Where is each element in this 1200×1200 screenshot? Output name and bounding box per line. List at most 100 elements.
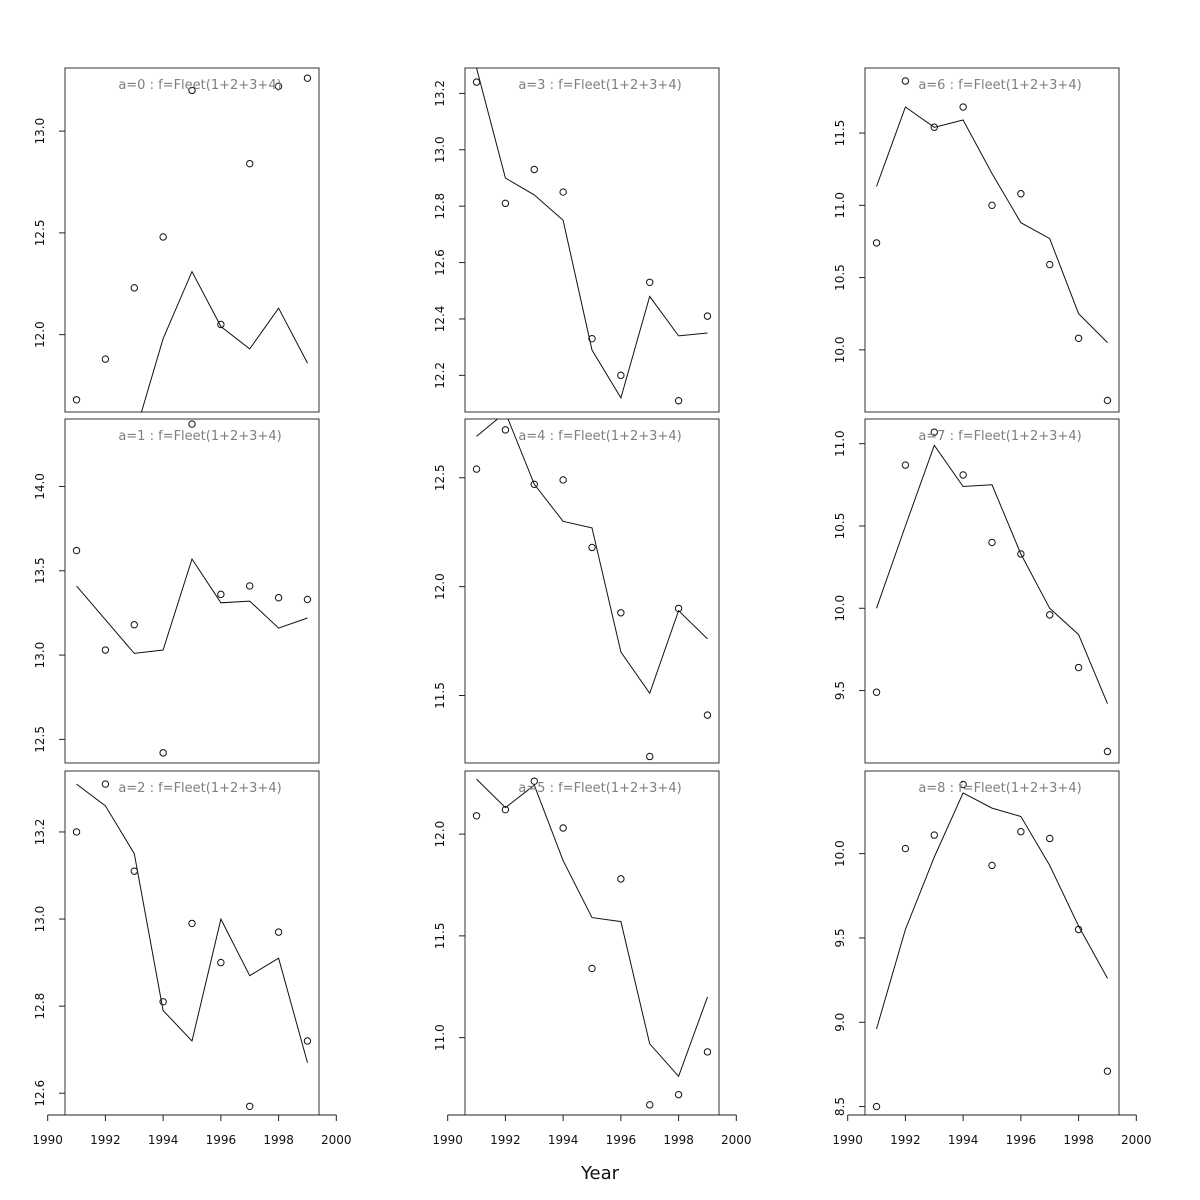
observed-point (703, 312, 712, 320)
y-tick-label: 12.5 (433, 464, 447, 491)
y-tick-label: 12.8 (433, 193, 447, 220)
fitted-line (476, 68, 708, 400)
observed-point (246, 582, 254, 590)
y-tick-label: 10.5 (833, 513, 847, 540)
panel-3: 12.2 12.4 12.6 12.8 13.0 13.2 a=3 : f=Fleet(1+… (433, 67, 720, 413)
panel-6: 10.0 10.5 11.0 11.5 a=6 : f=Fleet(1+2+3+4) (833, 67, 1120, 413)
y-tick-label: 11.0 (433, 1024, 447, 1051)
fitted-line (876, 106, 1108, 343)
observed-point (72, 828, 81, 836)
observed-point (130, 284, 138, 292)
x-tick-label: 1992 (490, 1133, 521, 1147)
observed-point (930, 123, 938, 131)
observed-point (274, 594, 283, 602)
y-tick-label: 9.0 (833, 1013, 847, 1032)
observed-point (472, 812, 481, 820)
y-tick-label: 9.5 (833, 928, 847, 947)
panel-plot-area (472, 419, 712, 761)
y-tick-label: 10.0 (833, 840, 847, 867)
observed-point (1103, 1067, 1112, 1075)
observed-point (559, 824, 567, 832)
observed-point (901, 844, 910, 853)
observed-point (988, 538, 996, 547)
observed-point (1017, 190, 1025, 198)
x-tick-label: 1994 (548, 1133, 579, 1147)
observed-point (159, 233, 167, 241)
panel-7: 9.5 10.0 10.5 11.0 a=7 : f=Fleet(1+2+3+4) (833, 418, 1120, 764)
panel-frame (864, 67, 1120, 413)
observed-point (1074, 334, 1083, 342)
observed-point (159, 998, 167, 1006)
observed-point (703, 711, 712, 719)
panel-plot-area (872, 77, 1112, 405)
fitted-line (76, 783, 308, 1063)
observed-point (217, 590, 225, 599)
y-tick-label: 12.0 (433, 573, 447, 600)
observed-point (588, 334, 596, 343)
observed-point (588, 543, 596, 552)
y-tick-label: 12.8 (33, 993, 47, 1020)
y-tick-label: 12.0 (33, 321, 47, 348)
observed-point (1103, 396, 1112, 405)
panel-plot-area (72, 780, 312, 1110)
x-tick-label: 1994 (948, 1133, 979, 1147)
x-tick-label: 2000 (321, 1133, 352, 1147)
panel-title: a=8 : f=Fleet(1+2+3+4) (918, 781, 1081, 796)
observed-point (674, 397, 683, 405)
panel-plot-area (472, 68, 712, 405)
observed-point (472, 465, 481, 473)
panel-8: 8.5 9.0 9.5 10.0 1990 1992 1994 1996 1998 2000 a=8… (832, 770, 1152, 1147)
observed-point (930, 831, 938, 839)
panel-4: 11.5 12.0 12.5 a=4 : f=Fleet(1+2+3+4) (433, 418, 720, 764)
observed-point (674, 1090, 683, 1099)
y-tick-label: 13.2 (433, 80, 447, 107)
panel-frame (64, 770, 320, 1116)
x-tick-label: 1996 (606, 1133, 637, 1147)
observed-point (1017, 550, 1025, 558)
panel-title: a=5 : f=Fleet(1+2+3+4) (518, 781, 681, 796)
observed-point (130, 621, 138, 629)
y-tick-label: 11.5 (433, 682, 447, 709)
panel-title: a=6 : f=Fleet(1+2+3+4) (918, 78, 1081, 93)
observed-point (1103, 747, 1112, 756)
observed-point (303, 1037, 312, 1045)
panel-title: a=1 : f=Fleet(1+2+3+4) (118, 429, 281, 444)
panel-frame (64, 67, 320, 413)
observed-point (901, 461, 910, 469)
y-tick-label: 13.2 (33, 819, 47, 846)
observed-point (246, 159, 254, 168)
observed-point (530, 777, 538, 785)
observed-point (872, 688, 881, 696)
observed-point (1046, 834, 1054, 843)
observed-point (646, 752, 654, 761)
panel-title: a=0 : f=Fleet(1+2+3+4) (118, 78, 281, 93)
y-tick-label: 8.5 (833, 1097, 847, 1116)
observed-point (217, 958, 225, 967)
observed-point (872, 1102, 881, 1111)
observed-point (101, 355, 110, 363)
observed-point (501, 199, 510, 208)
observed-point (530, 165, 538, 174)
y-tick-label: 13.0 (433, 136, 447, 163)
x-axis-title: Year (580, 1163, 620, 1184)
y-tick-label: 12.6 (33, 1080, 47, 1107)
observed-point (988, 861, 996, 870)
y-tick-label: 9.5 (833, 681, 847, 700)
observed-point (530, 480, 538, 489)
observed-point (501, 805, 510, 814)
observed-point (617, 371, 625, 380)
x-tick-label: 1996 (1006, 1133, 1037, 1147)
panel-5: 11.0 11.5 12.0 1990 1992 1994 1996 1998 2000 a=5 … (432, 770, 752, 1147)
observed-point (472, 78, 481, 86)
y-tick-label: 13.0 (33, 906, 47, 933)
y-tick-label: 12.5 (33, 220, 47, 247)
observed-point (274, 928, 283, 936)
observed-point (188, 86, 196, 95)
observed-point (617, 609, 625, 617)
observed-point (72, 396, 81, 404)
y-tick-label: 11.0 (833, 192, 847, 219)
observed-point (72, 546, 81, 555)
y-tick-label: 12.2 (433, 362, 447, 389)
observed-point (1017, 828, 1025, 836)
panel-plot-area (872, 428, 1112, 756)
